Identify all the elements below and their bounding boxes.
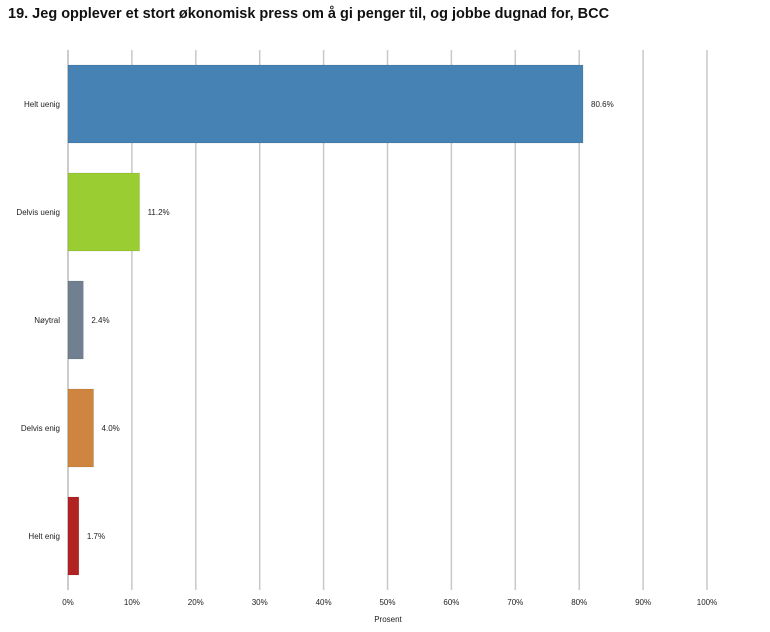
x-tick-label: 90% bbox=[635, 598, 651, 607]
chart-title: 19. Jeg opplever et stort økonomisk pres… bbox=[8, 6, 610, 22]
bar-delvis-enig bbox=[67, 388, 94, 468]
x-axis-title: Prosent bbox=[374, 615, 402, 624]
category-label: Delvis uenig bbox=[16, 208, 60, 217]
category-label: Delvis enig bbox=[21, 424, 60, 433]
value-label: 11.2% bbox=[148, 208, 170, 217]
bar-nøytral bbox=[67, 280, 84, 360]
category-label: Helt enig bbox=[28, 532, 60, 541]
bar-helt-enig bbox=[67, 496, 80, 576]
value-label: 2.4% bbox=[91, 316, 109, 325]
bar-delvis-uenig bbox=[67, 172, 140, 252]
x-tick-label: 60% bbox=[443, 598, 459, 607]
labels: 0% 10% 20% 30% 40% 50% 60% 70% 80% 90% 100% Helt ue… bbox=[16, 100, 717, 607]
category-label: Nøytral bbox=[34, 316, 60, 325]
x-tick-label: 20% bbox=[188, 598, 204, 607]
x-tick-label: 10% bbox=[124, 598, 140, 607]
value-label: 4.0% bbox=[102, 424, 120, 433]
x-tick-label: 0% bbox=[62, 598, 74, 607]
x-tick-label: 70% bbox=[507, 598, 523, 607]
bars bbox=[67, 64, 584, 576]
value-label: 80.6% bbox=[591, 100, 614, 109]
bar-helt-uenig bbox=[67, 64, 584, 144]
x-tick-label: 30% bbox=[252, 598, 268, 607]
x-tick-label: 80% bbox=[571, 598, 587, 607]
x-tick-label: 100% bbox=[697, 598, 717, 607]
x-tick-label: 50% bbox=[379, 598, 395, 607]
value-label: 1.7% bbox=[87, 532, 105, 541]
x-tick-label: 40% bbox=[316, 598, 332, 607]
category-label: Helt uenig bbox=[24, 100, 60, 109]
